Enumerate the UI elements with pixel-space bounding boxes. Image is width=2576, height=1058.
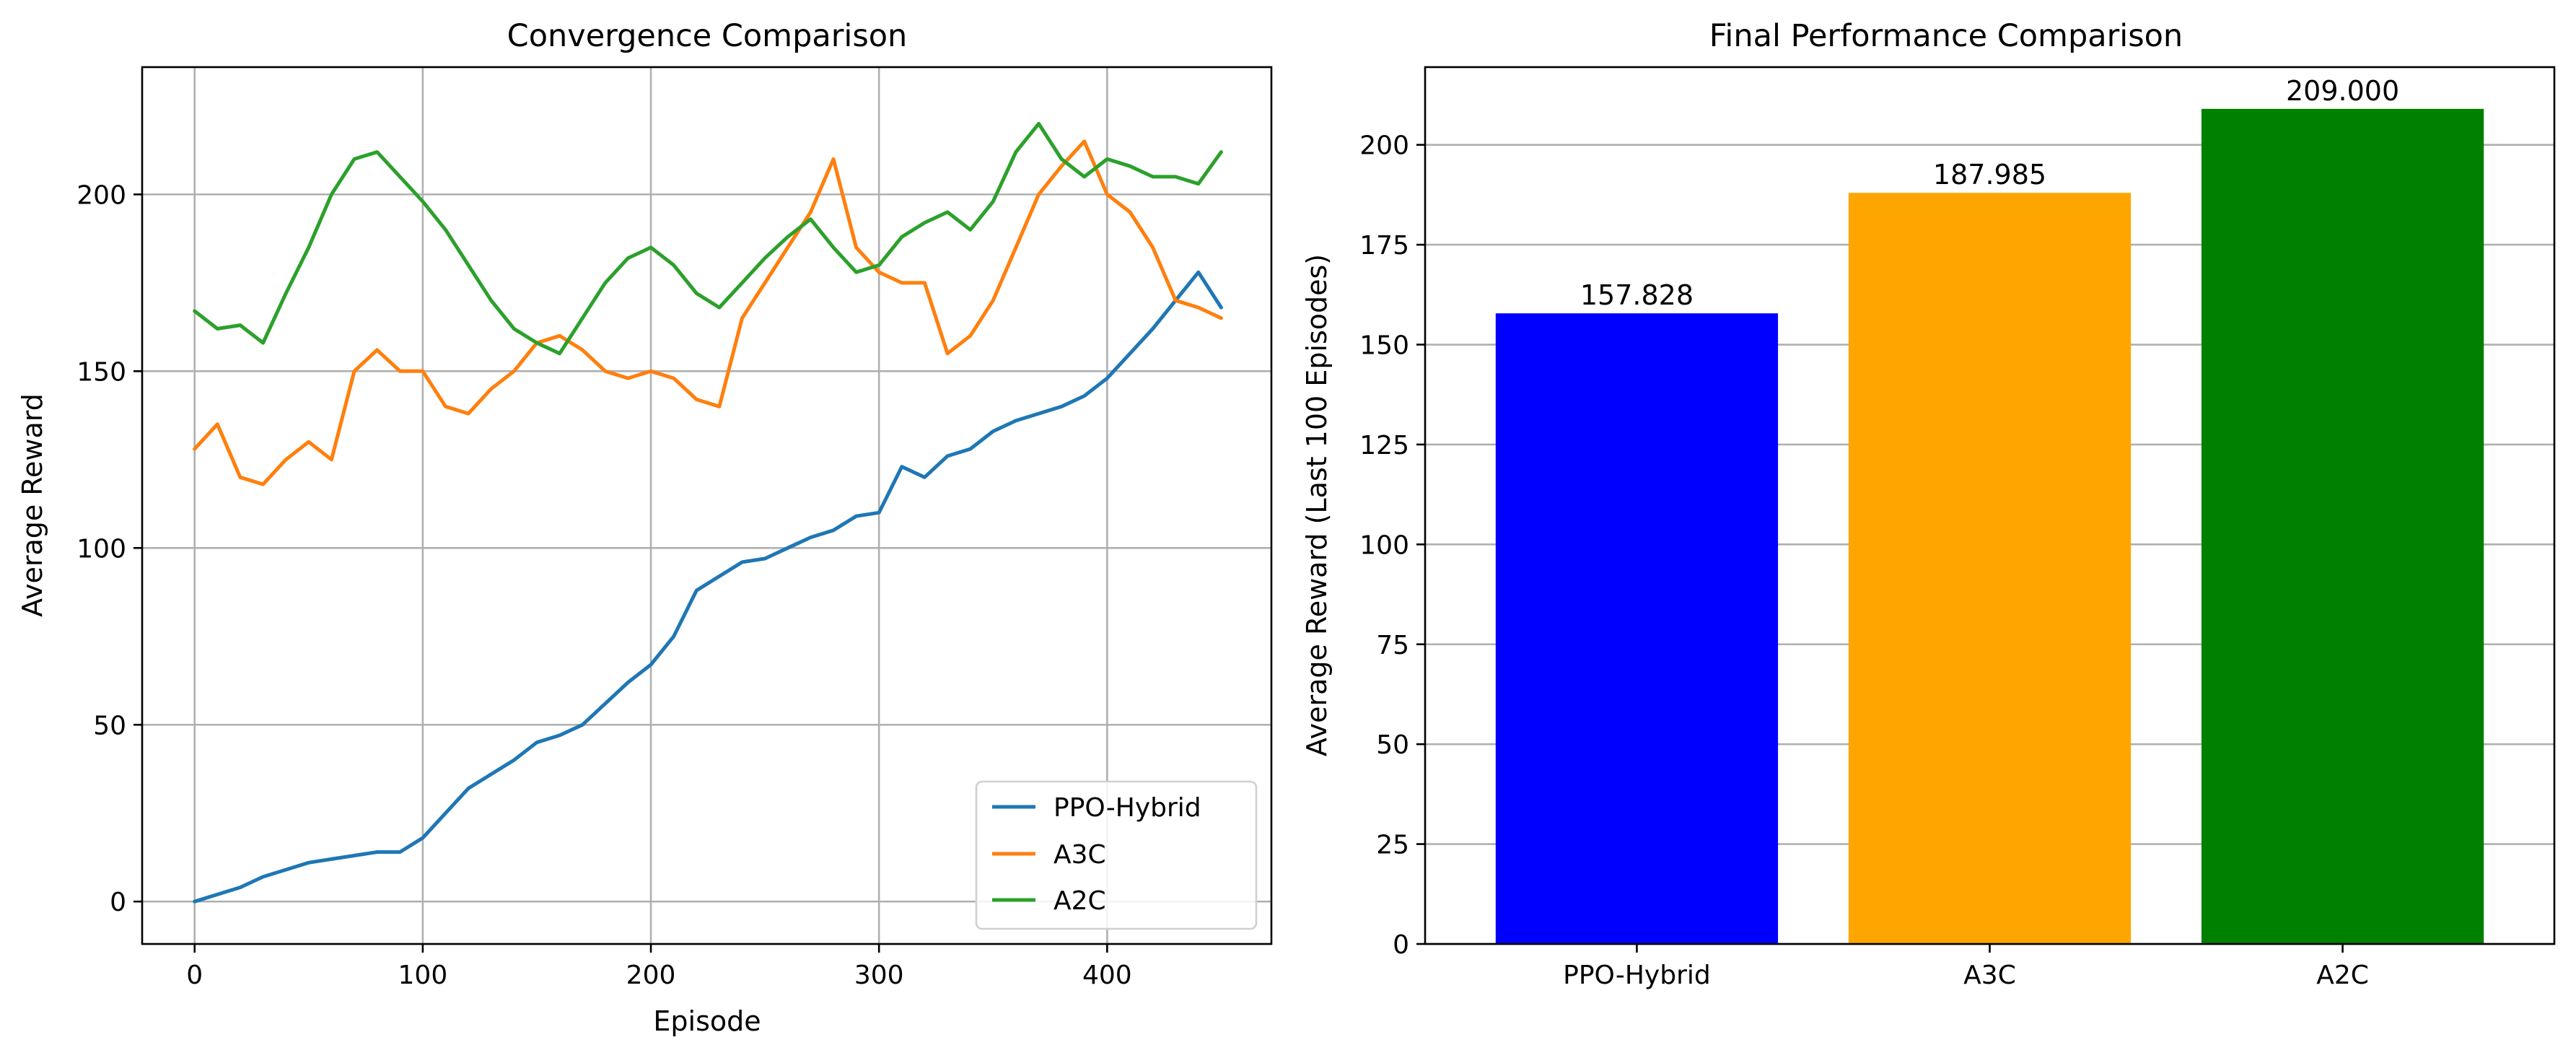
y-tick-label: 50 [93, 711, 126, 740]
series-line-a3c [193, 139, 1223, 486]
y-tick-label: 0 [1393, 930, 1409, 960]
y-tick-label: 175 [1359, 231, 1409, 261]
convergence-chart-title: Convergence Comparison [507, 18, 908, 54]
convergence-grid [142, 67, 1271, 944]
y-tick-label: 100 [76, 534, 126, 564]
y-tick-label: 200 [76, 180, 126, 210]
x-tick-label-a3c: A3C [1963, 961, 2016, 990]
data-label-a3c: 187.985 [1933, 159, 2046, 191]
legend-box [975, 780, 1258, 930]
data-label-a2c: 209.000 [2286, 75, 2399, 107]
y-tick-label: 75 [1376, 631, 1409, 660]
convergence-chart: Convergence Comparison 0 100 200 300 400 0 50 1… [17, 18, 1273, 1037]
y-tick-label: 150 [76, 357, 126, 387]
x-tick-label-a2c: A2C [2316, 961, 2369, 990]
bar-ppo-hybrid [1495, 313, 1779, 944]
x-tick-label: 300 [854, 961, 904, 990]
y-tick-label: 150 [1359, 331, 1409, 361]
x-tick-label: 100 [398, 961, 448, 990]
legend-label-a2c: A2C [1053, 886, 1106, 916]
data-label-ppo-hybrid: 157.828 [1580, 279, 1694, 311]
y-tick-label: 100 [1359, 530, 1409, 560]
convergence-plot-frame [141, 66, 1273, 945]
series-line-ppo-hybrid [193, 270, 1223, 904]
convergence-ticks: 0 100 200 300 400 0 50 100 150 200 [76, 180, 1131, 990]
convergence-lines [193, 121, 1223, 904]
legend-label-ppo-hybrid: PPO-Hybrid [1053, 793, 1201, 823]
bar-a2c [2201, 108, 2484, 944]
x-tick-label-ppo-hybrid: PPO-Hybrid [1563, 961, 1711, 990]
x-tick-label: 0 [186, 961, 203, 990]
convergence-x-axis-label: Episode [653, 1005, 761, 1037]
final-performance-ticks: 0 25 50 75 100 125 150 175 200 PPO-Hybrid A3C A2C [1359, 131, 2369, 990]
x-tick-label: 400 [1082, 961, 1132, 990]
y-tick-label: 50 [1376, 730, 1409, 760]
final-performance-y-axis-label: Average Reward (Last 100 Episodes) [1301, 254, 1333, 756]
x-tick-label: 200 [626, 961, 676, 990]
bar-a3c [1848, 193, 2132, 944]
y-tick-label: 125 [1359, 431, 1409, 460]
y-tick-label: 200 [1359, 131, 1409, 161]
y-tick-label: 25 [1376, 831, 1409, 860]
final-performance-chart: Final Performance Comparison 157.828 187.… [1301, 18, 2556, 990]
final-performance-bars: 157.828 187.985 209.000 [1495, 75, 2484, 944]
final-performance-title: Final Performance Comparison [1709, 18, 2183, 54]
y-tick-label: 0 [110, 888, 126, 917]
convergence-legend: PPO-Hybrid A3C A2C [975, 780, 1258, 930]
legend-label-a3c: A3C [1053, 840, 1106, 870]
series-line-a2c [193, 121, 1223, 356]
convergence-y-axis-label: Average Reward [17, 393, 48, 617]
